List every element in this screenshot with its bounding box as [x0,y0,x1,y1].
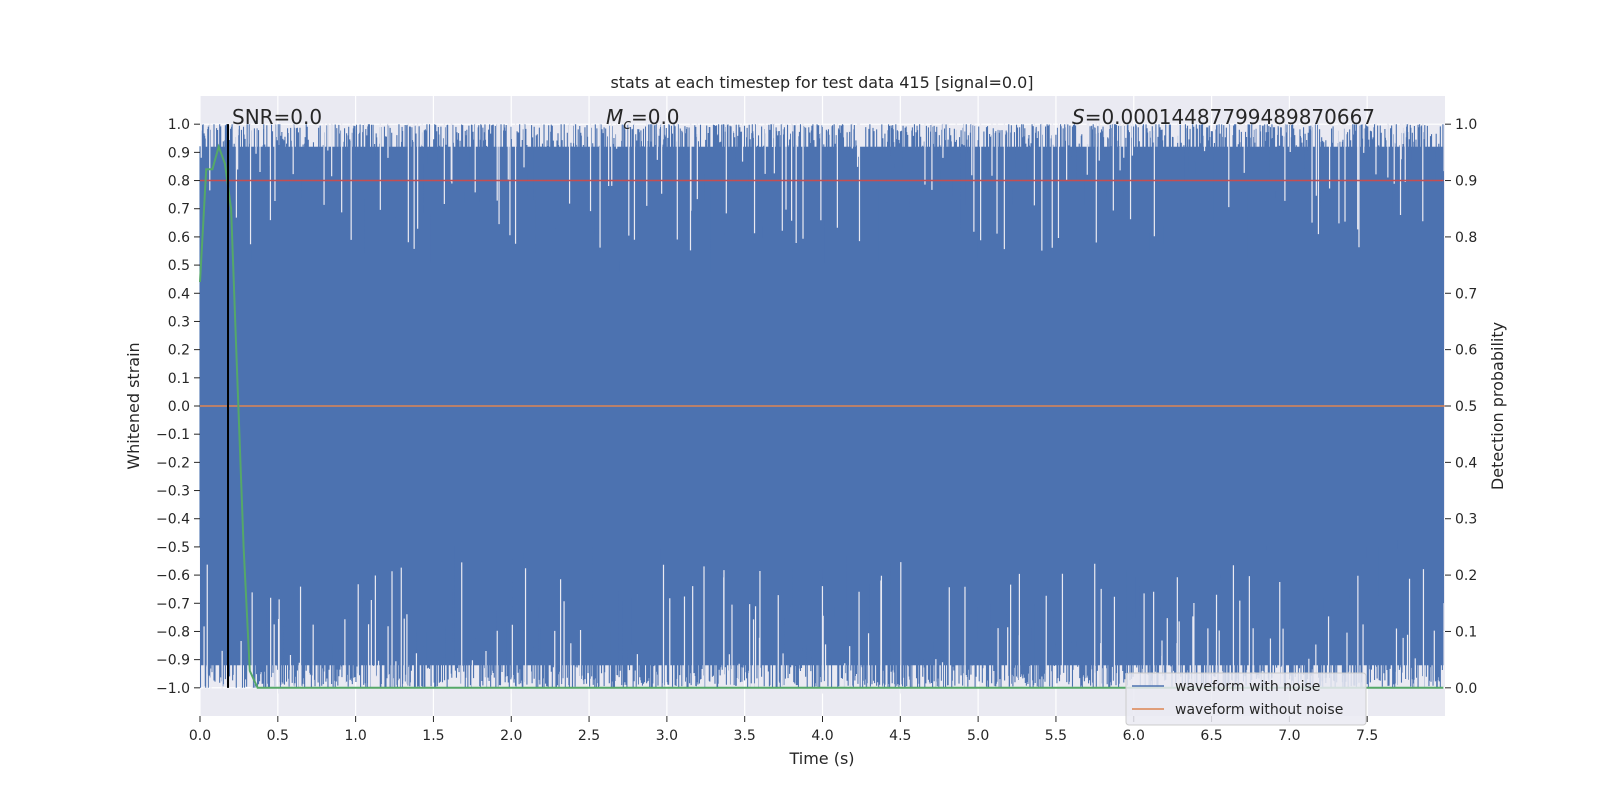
x-tick-label: 5.5 [1045,728,1067,744]
left-y-ticks: 1.0 0.9 0.8 0.7 0.6 0.5 0.4 0.3 0.2 0.1 0.0 −0.1 −0.… [156,117,200,697]
y2-tick-label: 0.6 [1455,343,1477,359]
y-axis-label: Whitened strain [124,342,143,469]
y2-tick-label: 0.8 [1455,230,1477,246]
x-ticks: 0.0 0.5 1.0 1.5 2.0 2.5 3.0 3.5 4.0 4.5 5.0 5.5 6.0 6… [189,716,1378,744]
y-tick-label: −0.9 [156,653,190,669]
x-tick-label: 3.0 [656,728,678,744]
data-lines [199,124,1445,689]
mc-value: =0.0 [631,105,680,129]
snr-annotation: SNR=0.0 [232,105,322,129]
x-tick-label: 4.5 [889,728,911,744]
legend: waveform with noise waveform without noi… [1125,672,1367,726]
x-tick-label: 7.0 [1278,728,1300,744]
y-tick-label: −0.4 [156,512,190,528]
mc-annotation: Mc=0.0 [606,105,680,133]
noise-gaps [200,118,1435,694]
y-tick-label: −1.0 [156,681,190,697]
legend-box [1125,672,1367,726]
y2-tick-label: 0.5 [1455,399,1477,415]
mc-subscript: c [623,117,631,133]
y-tick-label: 0.5 [168,258,190,274]
y-tick-label: 0.2 [168,343,190,359]
y-tick-label: 0.1 [168,371,190,387]
y2-tick-label: 0.3 [1455,512,1477,528]
y-tick-label: 1.0 [168,117,190,133]
noise-strokes [199,124,1444,688]
x-tick-label: 7.5 [1356,728,1378,744]
y-tick-label: 0.4 [168,286,190,302]
x-tick-label: 0.0 [189,728,211,744]
y-tick-label: −0.8 [156,624,190,640]
y-tick-label: 0.3 [168,314,190,330]
x-tick-label: 1.0 [344,728,366,744]
y2-tick-label: 1.0 [1455,117,1477,133]
y-tick-label: 0.8 [168,174,190,190]
x-tick-label: 5.0 [967,728,989,744]
y-tick-label: 0.0 [168,399,190,415]
x-axis-label: Time (s) [788,749,854,768]
y2-tick-label: 0.0 [1455,681,1477,697]
x-tick-label: 4.0 [811,728,833,744]
y2-axis-label: Detection probability [1488,322,1507,490]
s-symbol: S [1072,105,1085,129]
y-tick-label: 0.6 [168,230,190,246]
x-tick-label: 1.5 [422,728,444,744]
x-tick-label: 2.0 [500,728,522,744]
y-tick-label: −0.5 [156,540,190,556]
y-tick-label: −0.2 [156,455,190,471]
x-tick-label: 6.0 [1123,728,1145,744]
x-tick-label: 3.5 [734,728,756,744]
y2-tick-label: 0.9 [1455,174,1477,190]
detection-probability-line [199,143,1444,689]
y2-tick-label: 0.1 [1455,624,1477,640]
y2-tick-label: 0.2 [1455,568,1477,584]
right-y-ticks: 1.0 0.9 0.8 0.7 0.6 0.5 0.4 0.3 0.2 0.1 0.0 [1445,117,1477,697]
s-value: =0.00014487799489870667 [1085,105,1375,129]
y-tick-label: −0.7 [156,596,190,612]
y-tick-label: 0.9 [168,145,190,161]
y-tick-label: −0.3 [156,484,190,500]
y2-tick-label: 0.4 [1455,455,1477,471]
y-tick-label: −0.1 [156,427,190,443]
x-tick-label: 6.5 [1200,728,1222,744]
legend-label-clean: waveform without noise [1175,702,1343,718]
y2-tick-label: 0.7 [1455,286,1477,302]
legend-label-noise: waveform with noise [1175,679,1320,695]
s-annotation: S=0.00014487799489870667 [1072,105,1375,129]
x-tick-label: 0.5 [267,728,289,744]
y-tick-label: 0.7 [168,202,190,218]
x-tick-label: 2.5 [578,728,600,744]
y-tick-label: −0.6 [156,568,190,584]
chart-title: stats at each timestep for test data 415… [610,73,1033,92]
mc-symbol: M [606,105,623,129]
